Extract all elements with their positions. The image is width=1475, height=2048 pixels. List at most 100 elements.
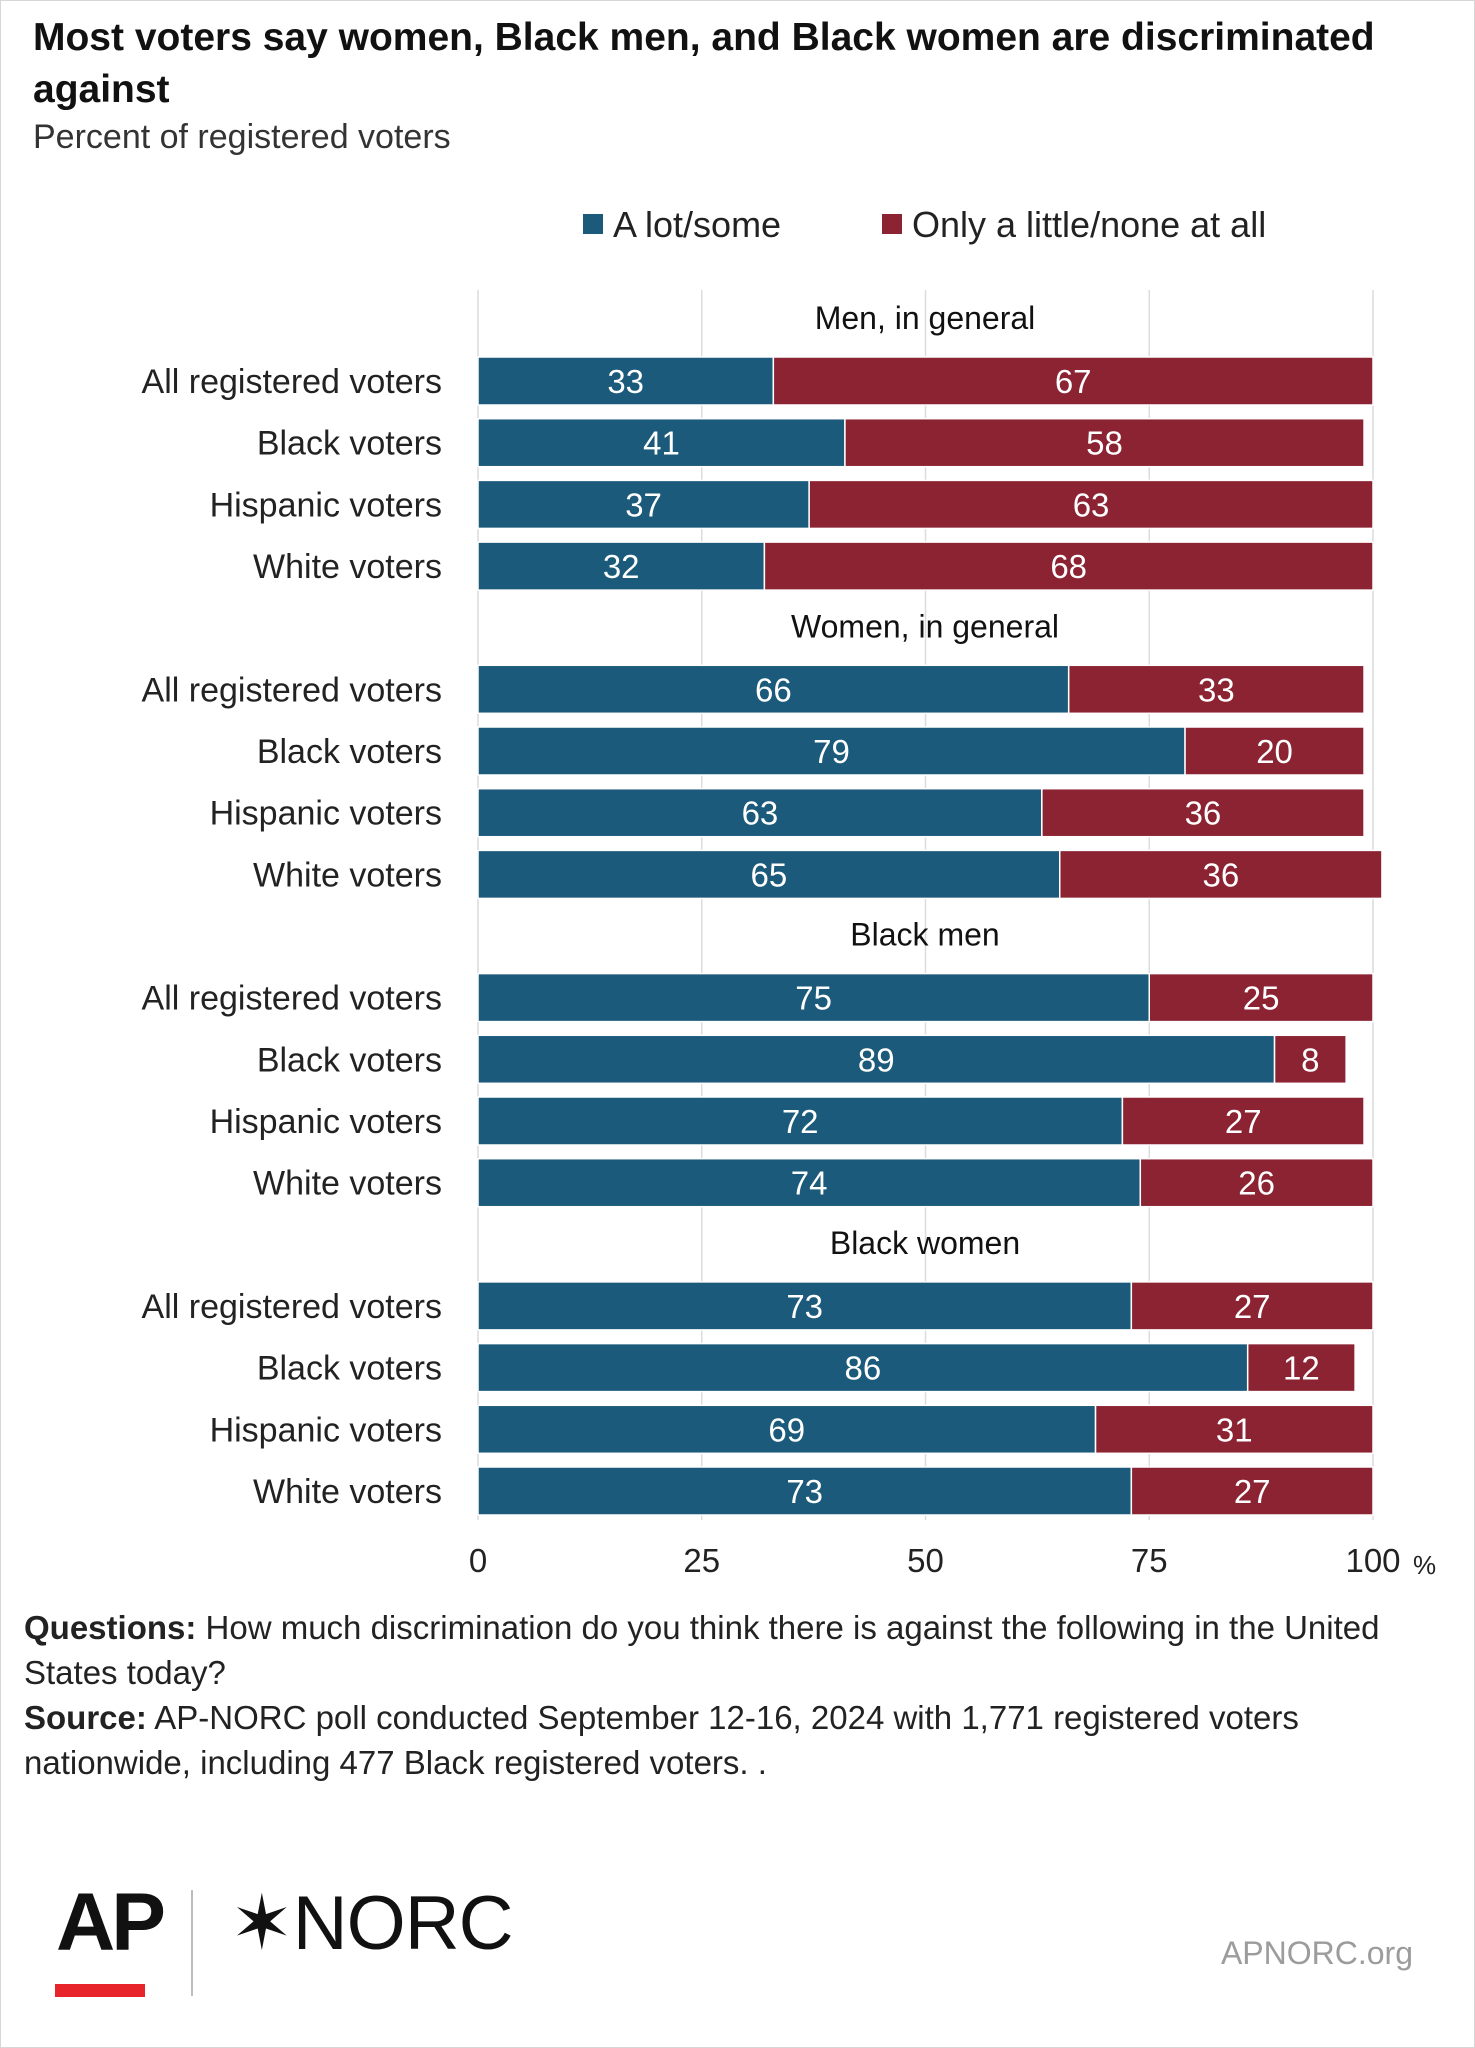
row-label: All registered voters <box>142 1288 442 1326</box>
ap-logo-bar <box>55 1984 145 1997</box>
bar-little <box>1067 664 1365 715</box>
bar-little <box>1094 1404 1374 1455</box>
bar-little <box>1121 1096 1365 1146</box>
data-label-a-lot: 65 <box>751 856 788 893</box>
bar-little <box>1148 972 1374 1023</box>
data-label-little: 26 <box>1238 1165 1275 1202</box>
row-label: White voters <box>253 1473 442 1511</box>
group-title: Men, in general <box>815 300 1036 336</box>
data-label-little: 31 <box>1216 1411 1253 1448</box>
data-label-a-lot: 89 <box>858 1041 895 1078</box>
x-tick-label: 100 <box>1345 1542 1400 1579</box>
data-label-little: 12 <box>1283 1350 1320 1387</box>
data-label-little: 58 <box>1086 425 1123 462</box>
row-label: White voters <box>253 856 442 894</box>
data-label-little: 25 <box>1243 980 1280 1017</box>
bar-chart: Men, in general All registered voters 33 67… <box>142 290 1436 1580</box>
bar-a-lot <box>477 356 775 406</box>
source-note: Source: AP-NORC poll conducted September… <box>24 1695 1444 1785</box>
bar-little <box>763 541 1374 591</box>
legend-item-little: Only a little/none at all <box>882 200 1266 250</box>
data-label-a-lot: 69 <box>768 1411 805 1448</box>
bar-little <box>1059 849 1383 900</box>
bar-little <box>1184 726 1365 776</box>
bar-a-lot <box>477 664 1070 715</box>
data-label-a-lot: 63 <box>742 795 779 832</box>
data-label-little: 36 <box>1202 856 1239 893</box>
x-axis-unit: % <box>1413 1550 1436 1580</box>
bar-a-lot <box>477 1404 1097 1455</box>
source-text: AP-NORC poll conducted September 12-16, … <box>24 1699 1299 1781</box>
bar-a-lot <box>477 787 1043 838</box>
bar-little <box>808 479 1374 530</box>
data-label-a-lot: 37 <box>625 486 662 523</box>
site-url: APNORC.org <box>1220 1935 1413 1971</box>
bar-a-lot <box>477 1281 1133 1331</box>
x-tick-label: 75 <box>1131 1542 1168 1579</box>
data-label-a-lot: 72 <box>782 1103 819 1140</box>
row-label: Black voters <box>257 733 442 771</box>
questions-text: How much discrimination do you think the… <box>24 1609 1380 1691</box>
data-label-little: 36 <box>1185 795 1222 832</box>
row-label: Black voters <box>257 1350 442 1388</box>
legend: A lot/some Only a little/none at all <box>0 200 1475 250</box>
data-label-little: 27 <box>1234 1288 1271 1325</box>
row-label: White voters <box>253 548 442 586</box>
norc-logo-text: NORC <box>292 1881 514 1966</box>
data-label-a-lot: 73 <box>786 1288 823 1325</box>
legend-item-a-lot: A lot/some <box>583 200 781 250</box>
legend-label-little: Only a little/none at all <box>912 204 1267 245</box>
row-label: Hispanic voters <box>210 1411 442 1449</box>
logo-divider <box>191 1890 193 1996</box>
row-label: Hispanic voters <box>210 1103 442 1141</box>
bar-a-lot <box>477 1034 1276 1085</box>
bar-little <box>772 356 1374 406</box>
bar-a-lot <box>477 1157 1142 1208</box>
group-title: Black women <box>830 1225 1020 1261</box>
row-label: Black voters <box>257 425 442 463</box>
data-label-a-lot: 73 <box>786 1473 823 1510</box>
row-label: All registered voters <box>142 671 442 709</box>
data-label-a-lot: 75 <box>795 980 832 1017</box>
data-label-a-lot: 41 <box>643 425 680 462</box>
bar-a-lot <box>477 849 1061 900</box>
data-label-a-lot: 79 <box>813 733 850 770</box>
chart-title: Most voters say women, Black men, and Bl… <box>33 16 1375 111</box>
bar-a-lot <box>477 479 810 530</box>
data-label-little: 67 <box>1055 363 1092 400</box>
row-label: Hispanic voters <box>210 486 442 524</box>
bar-a-lot <box>477 1466 1133 1516</box>
norc-star-icon: ✶ <box>230 1881 294 1966</box>
x-tick-label: 25 <box>683 1542 720 1579</box>
data-label-a-lot: 86 <box>844 1350 881 1387</box>
legend-label-a-lot: A lot/some <box>613 204 782 245</box>
row-label: Hispanic voters <box>210 795 442 833</box>
bar-little <box>1246 1342 1356 1393</box>
questions-label: Questions: <box>24 1609 197 1646</box>
source-label: Source: <box>24 1699 147 1736</box>
chart-subtitle: Percent of registered voters <box>33 118 451 156</box>
bar-little <box>1139 1157 1374 1208</box>
bar-little <box>1273 1034 1347 1085</box>
data-label-little: 27 <box>1234 1473 1271 1510</box>
ap-logo: AP <box>56 1877 166 1968</box>
data-label-little: 68 <box>1050 548 1087 585</box>
bar-a-lot <box>477 726 1186 776</box>
group-title: Black men <box>850 917 999 953</box>
bar-little <box>844 417 1365 468</box>
data-label-a-lot: 66 <box>755 671 792 708</box>
questions-note: Questions: How much discrimination do yo… <box>24 1605 1444 1695</box>
legend-swatch-a-lot <box>583 214 603 235</box>
data-label-little: 20 <box>1256 733 1293 770</box>
data-label-little: 27 <box>1225 1103 1262 1140</box>
bar-little <box>1130 1466 1374 1516</box>
row-label: Black voters <box>257 1041 442 1079</box>
row-label: All registered voters <box>142 980 442 1018</box>
bar-little <box>1130 1281 1374 1331</box>
legend-swatch-little <box>882 214 902 235</box>
data-label-little: 33 <box>1198 671 1235 708</box>
row-label: White voters <box>253 1165 442 1203</box>
x-tick-label: 0 <box>469 1542 487 1579</box>
bar-a-lot <box>477 1096 1124 1146</box>
chart-notes: Questions: How much discrimination do yo… <box>24 1605 1444 1785</box>
